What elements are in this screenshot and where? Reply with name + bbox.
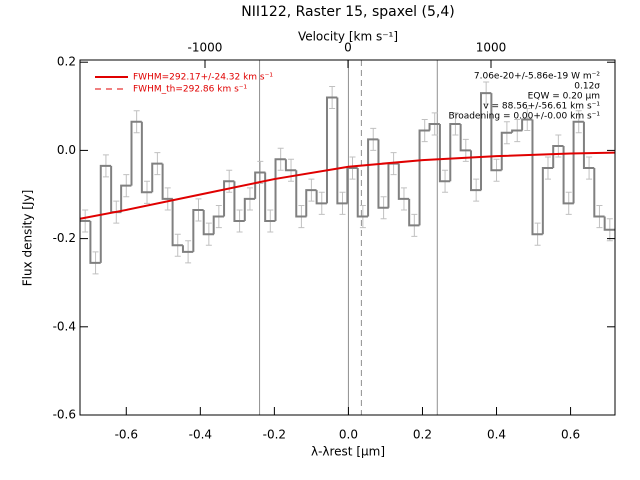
step-bin — [243, 197, 256, 221]
step-bin — [346, 167, 358, 204]
step-bin — [89, 220, 101, 264]
step-bin — [511, 129, 523, 133]
step-bin — [315, 190, 327, 205]
annotation: 7.06e-20+/-5.86e-19 W m⁻² — [474, 72, 601, 82]
step-bin — [593, 168, 605, 218]
step-bin — [233, 181, 245, 222]
step-bin — [264, 172, 276, 222]
step-bin — [356, 168, 369, 218]
annotation: 0.12σ — [574, 82, 600, 92]
step-bin — [470, 150, 482, 192]
step-bin — [130, 120, 142, 186]
x-tick-label: -0.2 — [263, 428, 286, 442]
step-bin — [459, 123, 471, 152]
legend-label: FWHM_th=292.86 km s⁻¹ — [133, 85, 248, 95]
step-bin — [171, 198, 183, 247]
x-tick-label: 0.6 — [561, 428, 580, 442]
step-bin — [305, 189, 317, 217]
x-tick-label: -0.6 — [115, 428, 138, 442]
fit-line — [79, 151, 616, 220]
step-bin — [151, 162, 163, 193]
y-tick-label: 0.0 — [57, 143, 76, 157]
step-bin — [541, 167, 554, 235]
step-bin — [377, 139, 389, 209]
annotation: EQW = 0.20 μm — [528, 92, 600, 102]
step-bin — [336, 97, 348, 205]
step-bin — [428, 122, 440, 131]
step-bin — [202, 209, 214, 236]
y-tick-label: 0.2 — [57, 55, 76, 69]
step-bin — [284, 159, 297, 172]
step-bin — [254, 171, 266, 199]
step-bin — [408, 198, 420, 227]
step-bin — [295, 170, 307, 218]
legend-label: FWHM=292.17+/-24.32 km s⁻¹ — [133, 73, 273, 83]
step-bin — [438, 123, 451, 183]
step-bin — [397, 163, 410, 200]
x-tick-label: 0.2 — [413, 428, 432, 442]
step-bin — [500, 131, 513, 171]
x2-axis-label: Velocity [km s⁻¹] — [298, 30, 398, 44]
chart-title: NII122, Raster 15, spaxel (5,4) — [241, 4, 454, 20]
x-tick-label: 0.4 — [487, 428, 506, 442]
plot-frame — [79, 59, 616, 416]
step-bin — [521, 118, 533, 131]
annotation: Broadening = 0.00+/-0.00 km s⁻¹ — [449, 112, 601, 122]
step-bin — [531, 119, 543, 236]
y-tick-label: -0.2 — [53, 231, 76, 245]
step-bin — [181, 245, 194, 253]
x2-tick-label: 1000 — [476, 41, 507, 55]
step-bin — [99, 164, 112, 263]
y-tick-label: -0.6 — [53, 408, 76, 422]
step-bin — [582, 121, 595, 170]
step-bin — [562, 145, 574, 205]
step-bin — [223, 180, 235, 217]
step-bin — [192, 208, 204, 252]
step-bin — [274, 158, 286, 221]
x-tick-label: -0.4 — [189, 428, 212, 442]
step-bin — [603, 216, 615, 231]
step-bin — [418, 129, 430, 226]
step-bin — [161, 163, 173, 200]
y-axis-label: Flux density [Jy] — [21, 190, 35, 287]
x-axis-label: λ-λrest [μm] — [311, 445, 385, 459]
step-bin — [212, 215, 224, 235]
x-tick-label: 0.0 — [339, 428, 358, 442]
step-bin — [490, 93, 502, 172]
step-bin — [552, 144, 564, 169]
step-bin — [325, 96, 338, 204]
annotation: v = 88.56+/-56.61 km s⁻¹ — [483, 102, 600, 112]
y-tick-label: -0.4 — [53, 319, 76, 333]
x2-tick-label: -1000 — [188, 41, 223, 55]
step-bin — [367, 138, 379, 217]
x2-tick-label: 0 — [344, 41, 352, 55]
step-bin — [140, 121, 153, 194]
step-bin — [120, 184, 132, 213]
step-bin — [572, 120, 584, 204]
step-bin — [449, 122, 461, 182]
